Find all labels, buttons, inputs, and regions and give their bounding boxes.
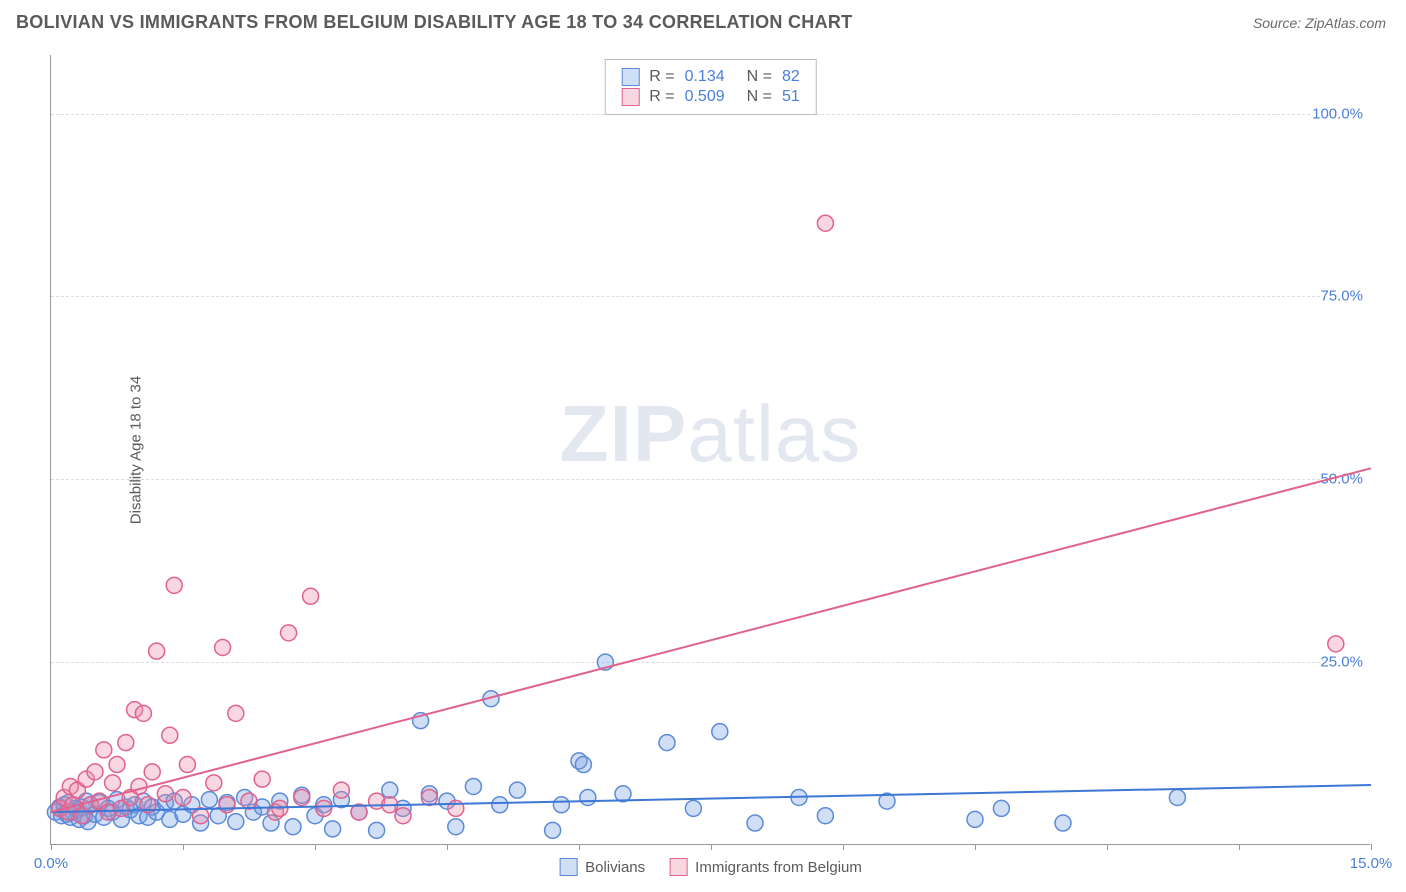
stats-r-label-2: R =: [649, 88, 674, 106]
scatter-point: [421, 789, 437, 805]
scatter-point: [166, 577, 182, 593]
scatter-point: [967, 811, 983, 827]
scatter-point: [448, 819, 464, 835]
scatter-point: [215, 640, 231, 656]
scatter-point: [465, 778, 481, 794]
scatter-point: [1328, 636, 1344, 652]
scatter-point: [206, 775, 222, 791]
scatter-point: [118, 735, 134, 751]
source-name: ZipAtlas.com: [1305, 15, 1386, 31]
x-tick: [1107, 844, 1108, 850]
scatter-point: [316, 800, 332, 816]
scatter-point: [395, 808, 411, 824]
x-tick: [315, 844, 316, 850]
x-tick: [1239, 844, 1240, 850]
scatter-point: [179, 757, 195, 773]
scatter-point: [303, 588, 319, 604]
stats-r-val-2: 0.509: [685, 88, 725, 106]
x-tick: [183, 844, 184, 850]
scatter-point: [509, 782, 525, 798]
scatter-point: [144, 764, 160, 780]
x-tick: [447, 844, 448, 850]
plot-svg: [51, 55, 1370, 844]
scatter-point: [131, 778, 147, 794]
scatter-point: [175, 789, 191, 805]
scatter-point: [1169, 789, 1185, 805]
scatter-point: [747, 815, 763, 831]
stats-row-2: R = 0.509 N = 51: [621, 88, 800, 106]
scatter-point: [817, 215, 833, 231]
chart-source: Source: ZipAtlas.com: [1253, 15, 1386, 31]
scatter-point: [281, 625, 297, 641]
scatter-point: [193, 808, 209, 824]
x-tick-label: 15.0%: [1350, 855, 1393, 872]
source-prefix: Source:: [1253, 15, 1305, 31]
scatter-point: [325, 821, 341, 837]
scatter-point: [254, 771, 270, 787]
stats-row-1: R = 0.134 N = 82: [621, 68, 800, 86]
scatter-point: [149, 643, 165, 659]
scatter-point: [201, 792, 217, 808]
stats-r-val-1: 0.134: [685, 68, 725, 86]
scatter-point: [285, 819, 301, 835]
scatter-point: [105, 775, 121, 791]
stats-r-label-1: R =: [649, 68, 674, 86]
scatter-point: [157, 786, 173, 802]
stats-n-val-1: 82: [782, 68, 800, 86]
x-tick-label: 0.0%: [34, 855, 68, 872]
scatter-point: [241, 793, 257, 809]
scatter-point: [712, 724, 728, 740]
legend-swatch-2: [669, 858, 687, 876]
scatter-point: [162, 727, 178, 743]
scatter-point: [580, 789, 596, 805]
scatter-point: [817, 808, 833, 824]
x-tick: [579, 844, 580, 850]
scatter-point: [87, 764, 103, 780]
x-tick: [843, 844, 844, 850]
scatter-point: [382, 782, 398, 798]
scatter-point: [553, 797, 569, 813]
x-tick: [711, 844, 712, 850]
scatter-point: [545, 822, 561, 838]
scatter-point: [575, 757, 591, 773]
legend-item-2: Immigrants from Belgium: [669, 858, 862, 876]
scatter-point: [96, 742, 112, 758]
legend-label-2: Immigrants from Belgium: [695, 859, 862, 876]
chart-header: BOLIVIAN VS IMMIGRANTS FROM BELGIUM DISA…: [0, 0, 1406, 41]
stats-n-label-2: N =: [747, 88, 772, 106]
x-tick: [51, 844, 52, 850]
scatter-point: [294, 789, 310, 805]
legend-item-1: Bolivians: [559, 858, 645, 876]
scatter-point: [492, 797, 508, 813]
legend-label-1: Bolivians: [585, 859, 645, 876]
stats-n-val-2: 51: [782, 88, 800, 106]
scatter-point: [219, 797, 235, 813]
plot-area: ZIPatlas 25.0%50.0%75.0%100.0% R = 0.134…: [50, 55, 1370, 845]
regression-line: [51, 468, 1371, 812]
legend-swatch-1: [559, 858, 577, 876]
chart-container: Disability Age 18 to 34 ZIPatlas 25.0%50…: [50, 55, 1380, 845]
scatter-point: [369, 822, 385, 838]
stats-n-label-1: N =: [747, 68, 772, 86]
chart-title: BOLIVIAN VS IMMIGRANTS FROM BELGIUM DISA…: [16, 12, 852, 33]
scatter-point: [333, 782, 349, 798]
bottom-legend: Bolivians Immigrants from Belgium: [559, 858, 862, 876]
stats-box: R = 0.134 N = 82 R = 0.509 N = 51: [604, 59, 817, 115]
x-tick: [1371, 844, 1372, 850]
scatter-point: [993, 800, 1009, 816]
scatter-point: [228, 814, 244, 830]
x-tick: [975, 844, 976, 850]
scatter-point: [685, 800, 701, 816]
scatter-point: [1055, 815, 1071, 831]
scatter-point: [109, 757, 125, 773]
stats-swatch-2: [621, 88, 639, 106]
scatter-point: [228, 705, 244, 721]
scatter-point: [659, 735, 675, 751]
scatter-point: [135, 705, 151, 721]
stats-swatch-1: [621, 68, 639, 86]
